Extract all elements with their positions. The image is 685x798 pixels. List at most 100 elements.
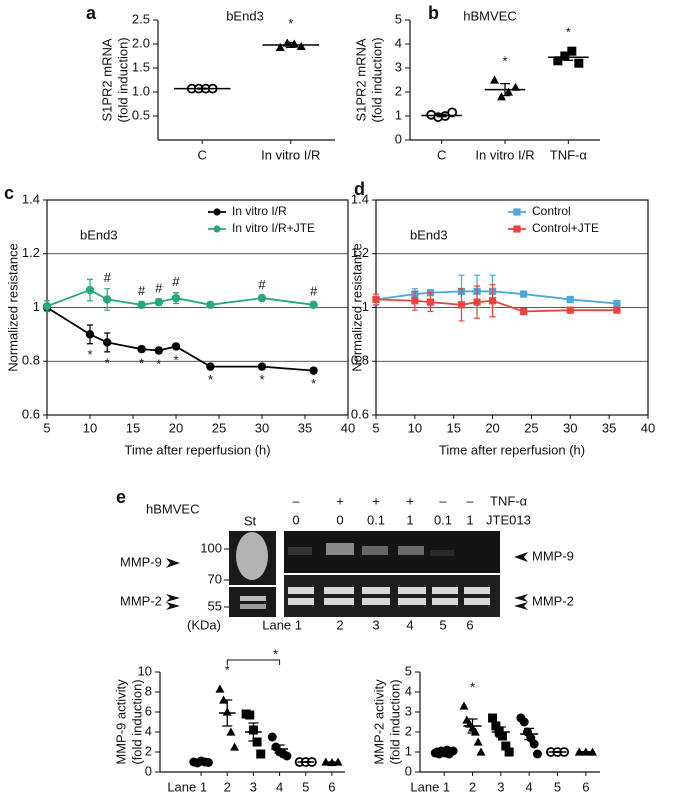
jte-dose: 1 <box>466 512 473 527</box>
data-point <box>504 747 514 757</box>
data-point <box>309 300 318 310</box>
significance-star: * <box>502 53 507 68</box>
lane-label: Lane 1 <box>262 617 302 632</box>
x-axis-label: Time after reperfusion (h) <box>439 442 585 457</box>
significance-star: * <box>225 662 230 677</box>
legend-swatch <box>513 225 521 233</box>
unit-label: (KDa) <box>187 617 221 632</box>
x-tick-label: 5 <box>302 779 309 794</box>
y-tick-label: 1.2 <box>22 245 40 260</box>
data-point <box>497 731 507 741</box>
data-point <box>457 301 466 309</box>
jte-dose: 0.1 <box>367 512 385 527</box>
arrows <box>166 552 528 610</box>
jte-dose: 1 <box>406 512 413 527</box>
data-point <box>154 297 163 307</box>
y-axis-label: (fold induction) <box>129 679 144 764</box>
y-tick-label: 10 <box>138 663 152 678</box>
y-axis-label: S1PR2 mRNA <box>99 38 114 121</box>
error-bar <box>196 760 207 764</box>
data-point <box>257 362 267 371</box>
significance-label: * <box>173 353 178 368</box>
data-point <box>497 92 506 101</box>
data-point <box>230 742 240 751</box>
jte-dose: 0 <box>292 512 299 527</box>
significance-label: * <box>87 347 92 362</box>
data-point <box>504 87 513 96</box>
x-tick-label: 30 <box>563 420 577 435</box>
data-point <box>206 300 215 310</box>
x-tick-label: In vitro I/R <box>261 147 320 162</box>
data-point <box>501 741 511 751</box>
x-tick-label: 20 <box>169 420 183 435</box>
data-point <box>103 295 112 304</box>
panel-letter: b <box>428 3 439 23</box>
jte-dose: 0.1 <box>434 512 452 527</box>
tnf-sign: + <box>406 493 414 508</box>
y-tick-label: 3 <box>405 703 412 718</box>
data-point <box>613 299 621 308</box>
x-tick-label: 25 <box>212 420 226 435</box>
band-label: MMP-2 <box>120 593 162 608</box>
x-tick-label: 40 <box>341 420 355 435</box>
error-bar <box>285 41 296 49</box>
data-point <box>519 717 529 727</box>
data-point <box>85 285 95 295</box>
y-axis-label: Normalized resistance <box>349 243 364 372</box>
lane-label: 2 <box>336 617 343 632</box>
y-axis-label: (fold induction) <box>115 37 130 122</box>
error-bar <box>563 53 574 61</box>
x-tick-label: C <box>437 147 446 162</box>
standard-band <box>240 604 266 609</box>
y-tick-label: 0 <box>145 763 152 778</box>
data-point <box>103 338 112 347</box>
significance-label: # <box>258 277 266 292</box>
y-tick-label: 0 <box>405 763 412 778</box>
data-point <box>267 732 277 742</box>
significance-label: * <box>311 376 316 391</box>
lane-label: 5 <box>439 617 446 632</box>
data-point <box>488 297 497 305</box>
y-axis-label: MMP-2 activity <box>371 679 386 765</box>
data-point <box>206 362 215 371</box>
tnf-sign: – <box>439 493 447 508</box>
data-point <box>473 298 481 306</box>
annotation: bEnd3 <box>410 227 448 242</box>
standard-band <box>236 532 268 580</box>
y-tick-label: 0.8 <box>351 353 369 368</box>
error-bar <box>580 750 591 754</box>
y-tick-label: 0.6 <box>22 406 40 421</box>
standard-label: St <box>244 513 257 528</box>
y-tick-label: 1.4 <box>351 191 369 206</box>
x-tick-label: 5 <box>372 420 379 435</box>
mmp9-bands <box>288 543 454 556</box>
tnf-sign: + <box>372 493 380 508</box>
panel-letter: d <box>354 179 365 199</box>
data-point <box>476 747 486 756</box>
data-point <box>282 751 292 761</box>
y-tick-label: 4 <box>395 35 402 50</box>
significance-label: * <box>259 372 264 387</box>
y-tick-label: 5 <box>395 11 402 26</box>
divider <box>229 585 276 587</box>
plot-frame <box>375 199 649 416</box>
y-tick-label: 0 <box>395 131 402 146</box>
x-tick-label: 35 <box>602 420 616 435</box>
chart-title: hBMVEC <box>463 8 516 23</box>
data-point <box>567 46 577 56</box>
x-tick-label: 30 <box>255 420 269 435</box>
legend-label: Control <box>532 204 571 218</box>
y-tick-label: 2 <box>395 83 402 98</box>
data-point <box>137 344 146 354</box>
y-tick-label: 1 <box>405 743 412 758</box>
data-point <box>309 366 318 375</box>
y-tick-label: 2.0 <box>132 35 150 50</box>
data-point <box>448 746 458 756</box>
error-bar <box>439 750 450 754</box>
band-label: MMP-9 <box>120 554 162 569</box>
y-axis-label: (fold induction) <box>387 679 402 764</box>
significance-label: # <box>104 270 112 285</box>
legend-label: In vitro I/R+JTE <box>232 221 315 235</box>
x-tick-label: 2 <box>224 779 231 794</box>
